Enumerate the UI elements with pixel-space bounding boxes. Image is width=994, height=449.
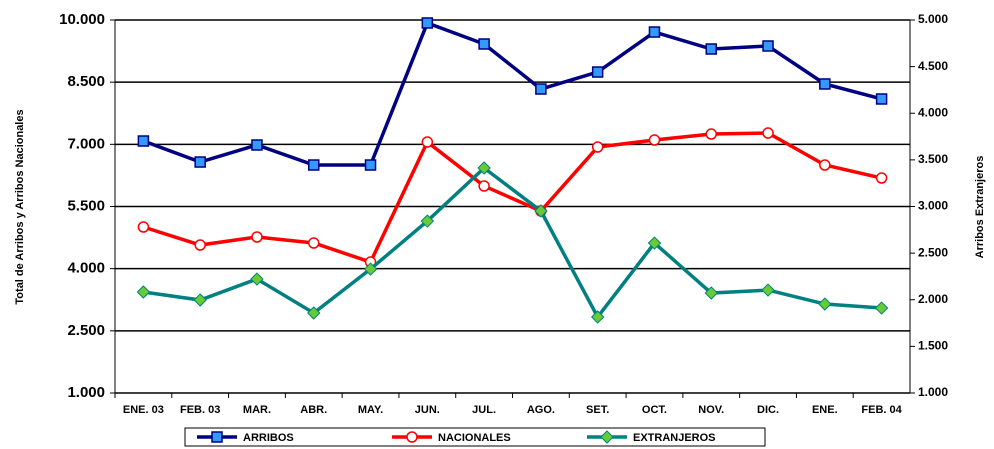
legend-label: EXTRANJEROS [633,432,716,444]
point [761,283,775,297]
y2-tick-label: 3.000 [918,199,948,213]
y-tick-label: 7.000 [67,135,105,152]
point [193,293,207,307]
x-tick-label: MAR. [243,404,271,416]
point [762,40,774,52]
point [705,128,717,140]
y2-axis-title: Arribos Extranjeros [974,156,986,259]
point [591,141,604,153]
y2-tick-label: 1.000 [918,385,948,399]
point [194,156,206,168]
point [194,239,206,251]
x-tick-label: OCT. [642,404,667,416]
point [648,26,661,38]
point [251,139,263,151]
point [704,286,718,300]
point [590,310,605,324]
point [648,134,661,146]
point [875,172,888,184]
y2-tick-label: 5.000 [918,12,948,26]
y2-tick-label: 4.000 [918,105,948,119]
point [420,214,435,228]
point [363,262,378,276]
series-line [142,20,883,167]
legend-label: ARRIBOS [243,432,294,444]
point [250,272,264,286]
point [762,127,774,139]
point [647,236,662,250]
x-tick-label: JUL. [472,404,496,416]
point [591,66,604,78]
legend-marker [211,431,223,443]
x-tick-label: NOV. [698,404,724,416]
point [705,43,717,55]
y-tick-label: 8.500 [67,73,105,90]
legend-box [184,427,766,447]
point [477,161,491,175]
x-tick-label: ABR. [300,404,327,416]
y-tick-label: 10.000 [59,11,105,28]
point [535,83,547,95]
point [534,204,548,218]
point [307,306,321,320]
legend-label: NACIONALES [438,432,511,444]
y-tick-label: 1.000 [67,384,105,401]
x-tick-label: SET. [586,404,609,416]
point [421,17,434,29]
point [478,38,490,50]
point [819,78,831,90]
x-tick-label: JUN. [415,404,440,416]
point [874,301,889,315]
point [819,159,831,171]
x-tick-label: ENE. 03 [123,404,164,416]
x-tick-label: AGO. [527,404,555,416]
point [136,285,151,299]
y2-tick-label: 3.500 [918,152,948,166]
y-tick-label: 5.500 [67,197,105,214]
series-line [143,165,882,321]
y2-tick-label: 2.000 [918,292,948,306]
point [251,231,263,243]
y-tick-label: 4.000 [67,260,105,277]
x-tick-label: FEB. 04 [861,404,902,416]
y2-tick-label: 4.500 [918,59,948,73]
point [875,93,888,105]
point [478,180,490,192]
point [818,297,832,311]
point [364,159,377,171]
x-tick-label: ENE. [812,404,838,416]
legend-marker [406,431,418,443]
point [137,221,150,233]
point [137,135,150,147]
y2-tick-label: 1.500 [918,339,948,353]
point [308,237,320,249]
point [421,136,434,148]
point [308,159,320,171]
y2-tick-label: 2.500 [918,245,948,259]
y-axis-title: Total de Arribos y Arribos Nacionales [14,109,26,304]
x-tick-label: MAY. [358,404,383,416]
series-line [142,131,882,265]
legend-marker [600,430,614,444]
y-tick-label: 2.500 [67,322,105,339]
x-tick-label: DIC. [757,404,779,416]
x-tick-label: FEB. 03 [180,404,220,416]
